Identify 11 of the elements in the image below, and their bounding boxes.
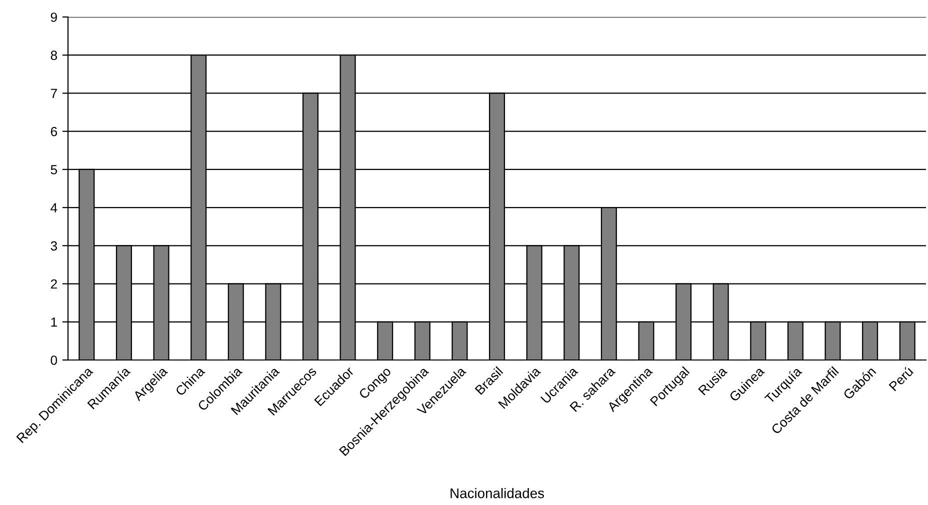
y-tick-label: 1 xyxy=(51,318,57,327)
y-tick-label: 8 xyxy=(50,50,58,60)
x-axis-title: Nacionalidades xyxy=(450,488,544,498)
y-tick-label: 9 xyxy=(50,12,57,22)
y-tick-label: 4 xyxy=(50,203,58,212)
y-tick-label: 3 xyxy=(50,241,58,251)
y-tick-label: 2 xyxy=(50,279,57,289)
y-tick-label: 0 xyxy=(50,356,58,365)
y-tick-label: 6 xyxy=(50,126,58,136)
y-tick-label: 5 xyxy=(50,165,58,174)
y-tick-label: 7 xyxy=(50,88,57,98)
